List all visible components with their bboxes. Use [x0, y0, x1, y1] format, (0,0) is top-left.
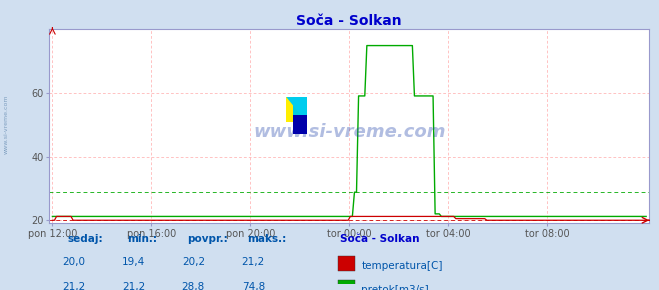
Text: 21,2: 21,2	[242, 258, 265, 267]
Text: 74,8: 74,8	[242, 282, 265, 290]
Text: 28,8: 28,8	[182, 282, 205, 290]
Bar	[339, 280, 355, 290]
Text: 19,4: 19,4	[122, 258, 145, 267]
Polygon shape	[286, 97, 306, 122]
Text: 20,0: 20,0	[62, 258, 85, 267]
Text: min.:: min.:	[127, 234, 158, 244]
Text: maks.:: maks.:	[247, 234, 287, 244]
Text: pretok[m3/s]: pretok[m3/s]	[361, 285, 429, 290]
Text: 21,2: 21,2	[62, 282, 85, 290]
Title: Soča - Solkan: Soča - Solkan	[297, 14, 402, 28]
Text: 21,2: 21,2	[122, 282, 145, 290]
Text: www.si-vreme.com: www.si-vreme.com	[4, 95, 9, 155]
Text: sedaj:: sedaj:	[67, 234, 103, 244]
Text: povpr.:: povpr.:	[187, 234, 228, 244]
Text: Soča - Solkan: Soča - Solkan	[340, 234, 420, 244]
Text: temperatura[C]: temperatura[C]	[361, 261, 443, 271]
Text: www.si-vreme.com: www.si-vreme.com	[253, 123, 445, 141]
Bar	[293, 115, 307, 134]
Text: 20,2: 20,2	[182, 258, 205, 267]
Bar	[339, 256, 355, 271]
Polygon shape	[293, 97, 306, 122]
Bar	[286, 97, 299, 122]
